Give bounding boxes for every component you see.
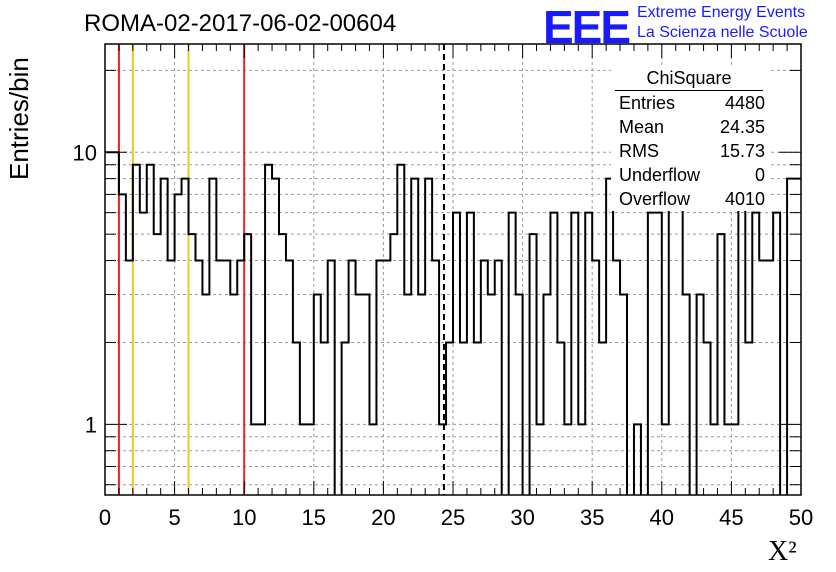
x-tick-label: 10: [232, 505, 256, 530]
stats-label: Mean: [619, 117, 665, 137]
stats-value: 24.35: [719, 117, 765, 137]
x-tick-label: 35: [580, 505, 604, 530]
stats-label: RMS: [619, 141, 659, 161]
logo-line-1: Extreme Energy Events: [637, 4, 806, 21]
stats-value: 4480: [724, 93, 765, 113]
eee-logo: EEE: [543, 1, 631, 53]
stats-label: Underflow: [619, 165, 701, 185]
stats-box: ChiSquare Entries 4480 Mean 24.35 RMS 15…: [611, 66, 769, 211]
y-tick-label: 1: [85, 412, 97, 437]
x-tick-label: 0: [99, 505, 111, 530]
stats-row-rms: RMS 15.73: [611, 139, 769, 163]
stats-label: Overflow: [619, 189, 691, 209]
x-tick-label: 25: [441, 505, 465, 530]
chart-title: ROMA-02-2017-06-02-00604: [84, 10, 397, 37]
stats-row-overflow: Overflow 4010: [611, 187, 769, 211]
marker-lines: [117, 44, 445, 495]
x-tick-label: 5: [168, 505, 180, 530]
x-tick-label: 50: [789, 505, 813, 530]
x-tick-label: 45: [719, 505, 743, 530]
x-tick-label: 40: [650, 505, 674, 530]
stats-title: ChiSquare: [615, 66, 763, 91]
y-axis-label: Entries/bin: [4, 57, 34, 180]
stats-label: Entries: [619, 93, 676, 113]
stats-value: 15.73: [719, 141, 765, 161]
y-tick-label: 10: [73, 140, 97, 165]
x-tick-label: 30: [510, 505, 534, 530]
x-tick-label: 15: [302, 505, 326, 530]
x-tick-label: 20: [371, 505, 395, 530]
stats-row-mean: Mean 24.35: [611, 115, 769, 139]
logo-line-2: La Scienza nelle Scuole: [637, 24, 808, 41]
stats-value: 0: [754, 165, 765, 185]
axis-tick-labels: 0 5 10 15 20 25 30 35 40 45 50 1 10: [73, 140, 814, 530]
stats-row-entries: Entries 4480: [611, 91, 769, 115]
stats-row-underflow: Underflow 0: [611, 163, 769, 187]
stats-value: 4010: [724, 189, 765, 209]
axis-ticks: [104, 44, 802, 495]
x-axis-label: X²: [768, 536, 797, 567]
